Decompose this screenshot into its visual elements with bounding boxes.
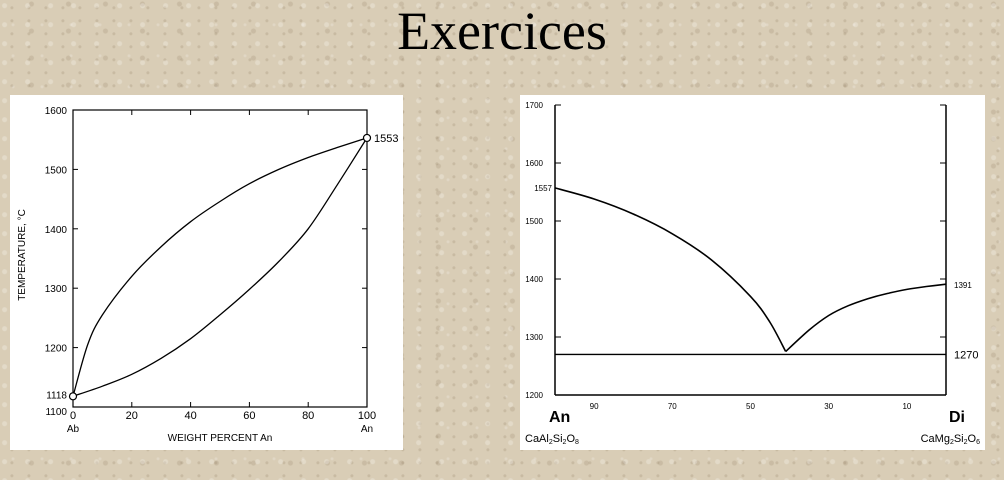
y-tick-label: 1700 (525, 101, 543, 110)
x-end-label-an: An (361, 424, 373, 435)
melting-point-an-label: 1553 (374, 133, 398, 145)
y-tick-label: 1200 (525, 391, 543, 400)
x-tick-label: 20 (126, 410, 138, 422)
x-tick-label: 60 (243, 410, 255, 422)
y-tick-label: 1300 (45, 284, 68, 295)
x-tick-label: 50 (746, 402, 755, 411)
formula-diopside: CaMg2Si2O6 (921, 433, 981, 446)
melting-point-di-label: 1391 (954, 281, 972, 290)
formula-anorthite: CaAl2Si2O8 (525, 433, 579, 446)
liquidus-curve-di (785, 283, 947, 353)
phase-diagram-ab-an-svg: 1100 1200 1300 1400 1500 1600 0 20 40 60 80 100 11… (17, 106, 398, 444)
x-tick-label: 80 (302, 410, 314, 422)
x-end-label-an: An (549, 409, 570, 426)
phase-diagram-an-di: 1200 1300 1400 1500 1600 1700 90 70 50 30 10 1557… (520, 95, 985, 450)
phase-diagram-ab-an: 1100 1200 1300 1400 1500 1600 0 20 40 60 80 100 11… (10, 95, 403, 450)
liquidus-curve (72, 137, 368, 397)
x-tick-label: 100 (358, 410, 376, 422)
x-tick-label: 40 (184, 410, 196, 422)
liquidus-curve-an (554, 187, 787, 352)
y-tick-label: 1100 (45, 407, 67, 418)
melting-point-ab (68, 392, 78, 401)
x-axis-label: WEIGHT PERCENT An (168, 433, 273, 444)
y-tick-label: 1600 (45, 106, 68, 117)
y-tick-label: 1200 (45, 344, 68, 355)
y-tick-label: 1400 (525, 275, 543, 284)
y-tick-label: 1600 (525, 159, 543, 168)
x-tick-label: 90 (590, 402, 599, 411)
phase-diagram-an-di-svg: 1200 1300 1400 1500 1600 1700 90 70 50 30 10 1557… (525, 101, 981, 446)
melting-point-an-label: 1557 (534, 184, 552, 193)
y-tick-label: 1500 (45, 165, 68, 176)
x-end-label-ab: Ab (67, 424, 80, 435)
y-tick-label: 1500 (525, 217, 543, 226)
x-tick-label: 0 (70, 410, 76, 422)
eutectic-temperature-label: 1270 (954, 349, 978, 361)
melting-point-ab-label: 1118 (46, 390, 67, 401)
x-tick-label: 70 (668, 402, 677, 411)
y-tick-label: 1400 (45, 225, 68, 236)
y-axis-label: TEMPERATURE, °C (17, 209, 28, 301)
x-tick-label: 30 (824, 402, 833, 411)
y-tick-label: 1300 (525, 333, 543, 342)
plot-frame (72, 109, 368, 408)
x-tick-label: 10 (902, 402, 911, 411)
melting-point-an (362, 133, 372, 143)
solidus-curve (72, 137, 368, 397)
x-end-label-di: Di (949, 409, 965, 426)
page-title: Exercices (397, 1, 607, 61)
